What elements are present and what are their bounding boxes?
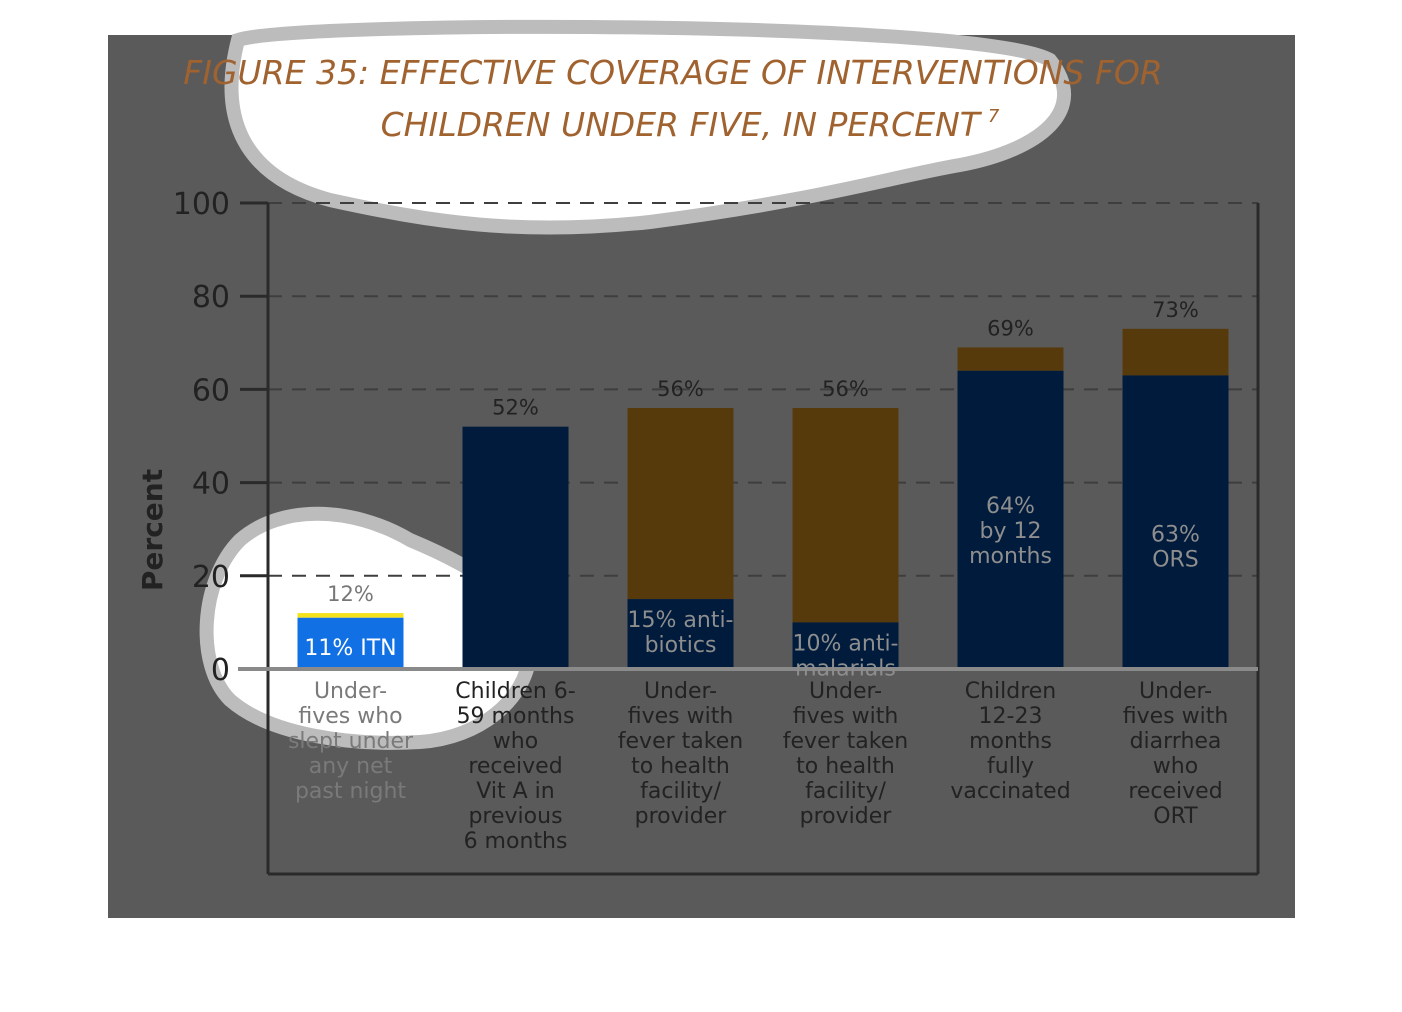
title-highlight (224, 19, 1071, 235)
axes: 0 20 40 60 80 100 (173, 187, 1260, 876)
category-label: Children (965, 679, 1057, 704)
category-label: fully (987, 754, 1034, 779)
category-label: previous (468, 804, 562, 829)
title-footnote: 7 (988, 106, 1000, 127)
category-label: 59 months (457, 704, 575, 729)
category-label: Children 6- (455, 679, 575, 704)
category-label: to health (631, 754, 730, 779)
category-label: past night (295, 779, 406, 804)
bar-value-label: 52% (492, 396, 539, 420)
category-label: fives with (628, 704, 734, 729)
gridlines (268, 202, 1258, 577)
category-label: facility/ (805, 779, 886, 804)
bar-segment-inner (1122, 375, 1229, 669)
category-label: months (969, 729, 1052, 754)
bar-value-label: 69% (987, 316, 1034, 340)
category-label: who (1153, 754, 1198, 779)
category-label: 12-23 (979, 704, 1043, 729)
bar-segment-inner (627, 599, 734, 669)
bar-inner-label: 10% anti- (793, 631, 899, 656)
category-label: Under- (644, 679, 717, 704)
bar-inner-label: 11% ITN (304, 636, 396, 661)
y-tick-label: 0 (211, 653, 230, 688)
y-tick-label: 80 (192, 280, 230, 315)
y-tick-label: 60 (192, 373, 230, 408)
bar-inner-label: biotics (645, 633, 717, 658)
category-label: Under- (314, 679, 387, 704)
bar-value-label: 56% (822, 377, 869, 401)
bar-inner-label: 15% anti- (628, 608, 734, 633)
category-label: Vit A in (476, 779, 554, 804)
y-tick-label: 20 (192, 560, 230, 595)
bar-segment-total (957, 347, 1064, 371)
bar-segment-total (1122, 328, 1229, 376)
chart-title-line1: FIGURE 35: EFFECTIVE COVERAGE OF INTERVE… (183, 53, 1162, 92)
bar-inner-label: months (969, 544, 1052, 569)
category-label: fives with (793, 704, 899, 729)
chart-title-line2: CHILDREN UNDER FIVE, IN PERCENT 7 (381, 105, 1000, 144)
category-label: any net (309, 754, 393, 779)
chart-title-line2-text: CHILDREN UNDER FIVE, IN PERCENT (381, 105, 983, 144)
category-label: to health (796, 754, 895, 779)
y-tick-label: 100 (173, 187, 230, 222)
category-label: facility/ (640, 779, 721, 804)
bar-segment-inner (957, 370, 1064, 669)
bar-value-label: 73% (1152, 298, 1199, 322)
category-label: Under- (1139, 679, 1212, 704)
y-tick-label: 40 (192, 467, 230, 502)
bar-inner-label: malarials (795, 656, 896, 681)
bar-inner-label: ORS (1152, 547, 1199, 572)
category-label: fives with (1123, 704, 1229, 729)
bar-inner-label: 63% (1151, 522, 1200, 547)
category-label: diarrhea (1130, 729, 1222, 754)
category-label: who (493, 729, 538, 754)
bar-value-label: 56% (657, 377, 704, 401)
bar-inner-label: by 12 (980, 519, 1042, 544)
bar-segment-inner (792, 622, 899, 669)
category-label: slept under (288, 729, 414, 754)
bar-segment-total (297, 613, 404, 618)
bar-segment-inner (462, 426, 569, 669)
category-label: fever taken (618, 729, 743, 754)
category-label: received (1128, 779, 1222, 804)
category-label: fever taken (783, 729, 908, 754)
bar-segment-total (792, 408, 899, 623)
bar-segment-inner (297, 617, 404, 669)
category-label: provider (635, 804, 728, 829)
category-label: ORT (1153, 804, 1198, 829)
category-label: received (468, 754, 562, 779)
bar-inner-label: 64% (986, 494, 1035, 519)
category-label: Under- (809, 679, 882, 704)
y-axis-label: Percent (136, 469, 169, 591)
bars (297, 328, 1229, 669)
category-label: provider (800, 804, 893, 829)
bar-segment-total (627, 408, 734, 600)
category-label: fives who (298, 704, 402, 729)
category-label: vaccinated (950, 779, 1070, 804)
bar-value-label: 12% (327, 582, 374, 606)
category-label: 6 months (464, 829, 568, 854)
